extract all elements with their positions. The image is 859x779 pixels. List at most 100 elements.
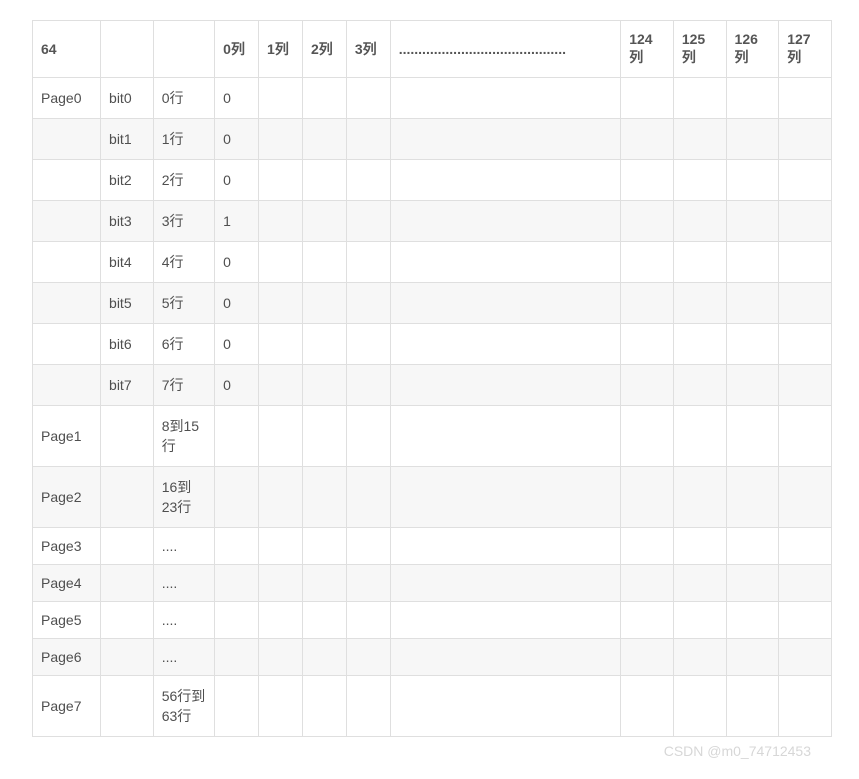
cell-col125 xyxy=(673,365,726,406)
cell-col2 xyxy=(302,467,346,528)
cell-col1 xyxy=(259,119,303,160)
cell-col0: 0 xyxy=(215,365,259,406)
cell-col0: 0 xyxy=(215,324,259,365)
cell-coldots xyxy=(390,324,620,365)
cell-col125 xyxy=(673,324,726,365)
cell-coldots xyxy=(390,565,620,602)
cell-coldots xyxy=(390,602,620,639)
cell-bit: bit1 xyxy=(101,119,154,160)
cell-col3 xyxy=(346,78,390,119)
cell-col126 xyxy=(726,283,779,324)
cell-page xyxy=(33,119,101,160)
cell-col2 xyxy=(302,201,346,242)
cell-col126 xyxy=(726,365,779,406)
cell-col126 xyxy=(726,201,779,242)
cell-col0 xyxy=(215,639,259,676)
cell-coldots xyxy=(390,639,620,676)
data-table: 64 0列 1列 2列 3列 .........................… xyxy=(32,20,832,737)
cell-col125 xyxy=(673,528,726,565)
cell-col127 xyxy=(779,324,832,365)
cell-rowlabel: 8到15行 xyxy=(153,406,214,467)
table-row: Page18到15行 xyxy=(33,406,832,467)
table-row: Page5.... xyxy=(33,602,832,639)
cell-col124 xyxy=(621,639,674,676)
cell-col2 xyxy=(302,119,346,160)
cell-col127 xyxy=(779,78,832,119)
cell-col0 xyxy=(215,467,259,528)
cell-rowlabel: 4行 xyxy=(153,242,214,283)
cell-col124 xyxy=(621,406,674,467)
cell-page: Page6 xyxy=(33,639,101,676)
cell-col127 xyxy=(779,242,832,283)
cell-col0: 0 xyxy=(215,242,259,283)
cell-col125 xyxy=(673,242,726,283)
th-col1: 1列 xyxy=(259,21,303,78)
cell-col3 xyxy=(346,324,390,365)
cell-col125 xyxy=(673,119,726,160)
cell-col3 xyxy=(346,602,390,639)
cell-rowlabel: 7行 xyxy=(153,365,214,406)
cell-col126 xyxy=(726,78,779,119)
cell-col2 xyxy=(302,242,346,283)
cell-col124 xyxy=(621,242,674,283)
cell-col2 xyxy=(302,324,346,365)
cell-col3 xyxy=(346,639,390,676)
cell-rowlabel: 56行到63行 xyxy=(153,676,214,737)
cell-rowlabel: 6行 xyxy=(153,324,214,365)
cell-coldots xyxy=(390,78,620,119)
th-col126: 126列 xyxy=(726,21,779,78)
cell-col0 xyxy=(215,602,259,639)
cell-rowlabel: .... xyxy=(153,639,214,676)
table-row: Page3.... xyxy=(33,528,832,565)
cell-coldots xyxy=(390,365,620,406)
cell-col1 xyxy=(259,406,303,467)
table-row: bit33行1 xyxy=(33,201,832,242)
cell-rowlabel: 0行 xyxy=(153,78,214,119)
table-row: bit11行0 xyxy=(33,119,832,160)
cell-col127 xyxy=(779,283,832,324)
th-page: 64 xyxy=(33,21,101,78)
cell-bit: bit6 xyxy=(101,324,154,365)
cell-bit: bit0 xyxy=(101,78,154,119)
cell-bit: bit3 xyxy=(101,201,154,242)
cell-bit xyxy=(101,602,154,639)
cell-col0: 0 xyxy=(215,160,259,201)
cell-coldots xyxy=(390,201,620,242)
cell-col127 xyxy=(779,365,832,406)
cell-col124 xyxy=(621,160,674,201)
th-rowlabel xyxy=(153,21,214,78)
cell-page xyxy=(33,242,101,283)
table-row: Page0bit00行0 xyxy=(33,78,832,119)
cell-col0: 1 xyxy=(215,201,259,242)
cell-coldots xyxy=(390,119,620,160)
cell-coldots xyxy=(390,467,620,528)
cell-rowlabel: 3行 xyxy=(153,201,214,242)
cell-col126 xyxy=(726,406,779,467)
th-col3: 3列 xyxy=(346,21,390,78)
th-col0: 0列 xyxy=(215,21,259,78)
cell-rowlabel: 2行 xyxy=(153,160,214,201)
cell-col1 xyxy=(259,602,303,639)
th-coldots: ........................................… xyxy=(390,21,620,78)
cell-col0 xyxy=(215,676,259,737)
cell-col0 xyxy=(215,406,259,467)
cell-page xyxy=(33,324,101,365)
cell-col124 xyxy=(621,528,674,565)
cell-col3 xyxy=(346,676,390,737)
cell-page: Page3 xyxy=(33,528,101,565)
cell-col1 xyxy=(259,365,303,406)
cell-col127 xyxy=(779,639,832,676)
th-col125: 125列 xyxy=(673,21,726,78)
cell-col2 xyxy=(302,283,346,324)
cell-bit xyxy=(101,639,154,676)
cell-col3 xyxy=(346,160,390,201)
cell-page: Page4 xyxy=(33,565,101,602)
cell-col126 xyxy=(726,467,779,528)
cell-col1 xyxy=(259,528,303,565)
oled-page-table: 64 0列 1列 2列 3列 .........................… xyxy=(32,20,832,737)
cell-col124 xyxy=(621,119,674,160)
cell-col1 xyxy=(259,565,303,602)
cell-col3 xyxy=(346,242,390,283)
cell-col1 xyxy=(259,283,303,324)
cell-col124 xyxy=(621,78,674,119)
